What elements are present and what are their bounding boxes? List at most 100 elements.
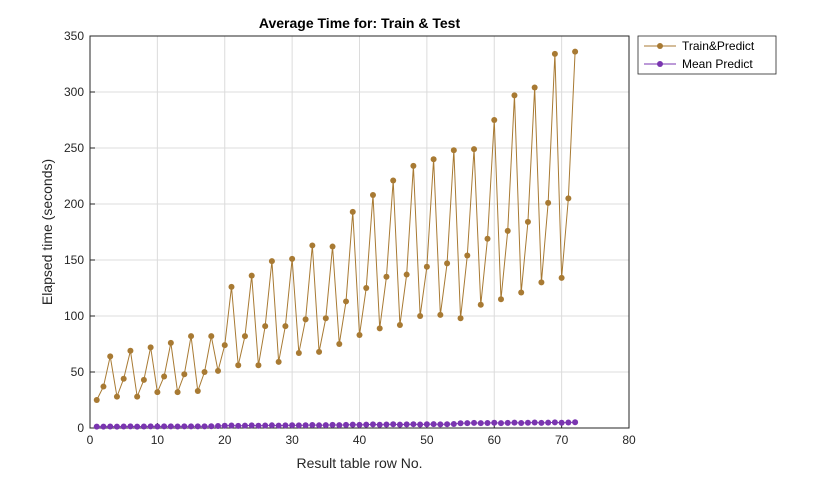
data-point-train-predict: [329, 243, 336, 250]
data-point-train-predict: [497, 296, 504, 303]
data-point-mean-predict: [208, 423, 215, 430]
data-point-train-predict: [417, 313, 424, 319]
data-point-train-predict: [134, 393, 141, 400]
data-point-mean-predict: [545, 419, 552, 426]
data-point-train-predict: [572, 48, 579, 55]
y-tick-label: 150: [64, 253, 84, 267]
data-point-mean-predict: [471, 419, 478, 426]
data-point-mean-predict: [477, 420, 484, 427]
data-point-mean-predict: [349, 421, 356, 428]
data-point-train-predict: [194, 388, 201, 395]
data-point-mean-predict: [363, 421, 370, 428]
data-point-train-predict: [174, 389, 181, 396]
data-point-train-predict: [403, 271, 410, 278]
data-point-train-predict: [188, 333, 195, 340]
data-point-mean-predict: [154, 423, 161, 430]
data-point-mean-predict: [518, 419, 525, 426]
data-point-train-predict: [558, 274, 565, 281]
data-point-mean-predict: [194, 423, 201, 430]
data-point-train-predict: [376, 325, 383, 332]
data-point-mean-predict: [107, 423, 114, 430]
data-point-mean-predict: [450, 420, 457, 427]
data-point-train-predict: [140, 376, 147, 383]
data-point-mean-predict: [410, 421, 417, 428]
data-point-train-predict: [268, 258, 275, 265]
series-train-predict: [93, 48, 579, 403]
legend-label-mean-predict: Mean Predict: [682, 57, 753, 71]
x-tick-label: 40: [353, 433, 367, 447]
data-point-train-predict: [464, 252, 471, 259]
data-point-train-predict: [450, 147, 457, 154]
data-point-train-predict: [309, 242, 316, 249]
data-point-mean-predict: [484, 419, 491, 426]
data-point-train-predict: [113, 393, 120, 400]
y-tick-label: 300: [64, 85, 84, 99]
data-point-mean-predict: [140, 423, 147, 430]
data-point-train-predict: [484, 235, 491, 242]
data-point-train-predict: [201, 369, 208, 375]
data-point-mean-predict: [289, 422, 296, 429]
y-tick-label: 200: [64, 197, 84, 211]
data-point-train-predict: [255, 362, 262, 369]
data-point-mean-predict: [262, 422, 269, 429]
data-point-mean-predict: [275, 422, 282, 429]
x-tick-label: 10: [151, 433, 165, 447]
data-point-mean-predict: [100, 423, 107, 430]
data-point-mean-predict: [235, 422, 242, 429]
data-point-mean-predict: [356, 421, 363, 428]
data-point-train-predict: [336, 341, 343, 347]
data-point-mean-predict: [174, 423, 181, 430]
data-point-mean-predict: [336, 422, 343, 429]
data-point-mean-predict: [201, 423, 208, 430]
data-point-mean-predict: [558, 419, 565, 426]
data-point-train-predict: [167, 339, 174, 346]
legend-marker-train-predict: [657, 43, 663, 49]
data-point-mean-predict: [167, 423, 174, 430]
chart-title: Average Time for: Train & Test: [259, 15, 461, 31]
data-point-mean-predict: [572, 419, 579, 426]
data-point-train-predict: [241, 333, 248, 340]
data-point-mean-predict: [497, 420, 504, 427]
series-layer: [93, 48, 579, 430]
data-point-train-predict: [531, 84, 538, 91]
data-point-mean-predict: [430, 421, 437, 428]
data-point-train-predict: [396, 321, 403, 328]
data-point-mean-predict: [376, 421, 383, 428]
data-point-train-predict: [471, 146, 478, 153]
data-point-train-predict: [349, 208, 356, 215]
x-tick-label: 60: [488, 433, 502, 447]
data-point-train-predict: [343, 298, 350, 305]
data-point-train-predict: [504, 227, 511, 234]
y-tick-label: 350: [64, 29, 84, 43]
axis-ticks: 0 10 20 30 40 50 60 70 80 0 50 100 150 200 250 300 350: [64, 29, 636, 447]
data-point-mean-predict: [268, 422, 275, 429]
data-point-mean-predict: [181, 423, 188, 430]
data-point-mean-predict: [255, 422, 262, 429]
data-point-mean-predict: [188, 423, 195, 430]
data-point-mean-predict: [248, 422, 255, 429]
data-point-train-predict: [262, 323, 269, 330]
data-point-mean-predict: [322, 422, 329, 429]
data-point-train-predict: [235, 362, 242, 369]
data-point-mean-predict: [511, 419, 518, 426]
data-point-train-predict: [154, 389, 161, 396]
data-point-train-predict: [524, 218, 531, 225]
legend-marker-mean-predict: [657, 61, 663, 67]
data-point-train-predict: [208, 333, 215, 340]
y-tick-label: 100: [64, 309, 84, 323]
y-axis-label: Elapsed time (seconds): [39, 159, 55, 305]
series-line-train-predict: [96, 51, 576, 401]
y-tick-label: 250: [64, 141, 84, 155]
data-point-train-predict: [518, 289, 525, 296]
data-point-train-predict: [127, 347, 134, 354]
data-point-mean-predict: [369, 421, 376, 428]
data-point-train-predict: [302, 316, 309, 323]
y-tick-label: 0: [77, 421, 84, 435]
data-point-train-predict: [369, 192, 376, 199]
data-point-mean-predict: [228, 422, 235, 429]
x-tick-label: 80: [622, 433, 636, 447]
data-point-train-predict: [565, 195, 572, 202]
data-point-train-predict: [289, 255, 296, 262]
data-point-train-predict: [383, 273, 390, 280]
